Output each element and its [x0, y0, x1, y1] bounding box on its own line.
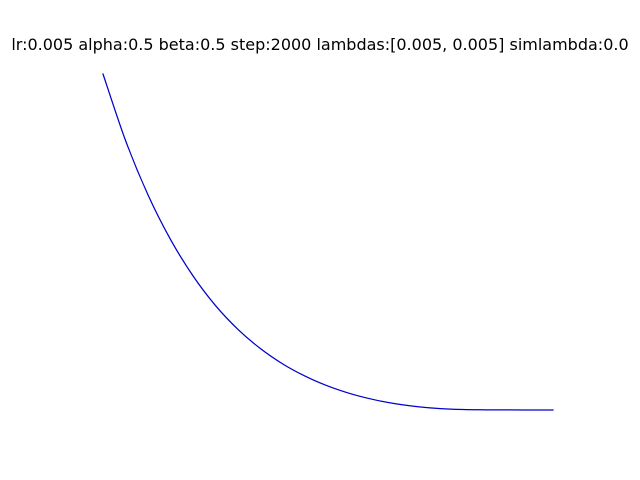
series-line-0: [102, 73, 554, 411]
plot-area: [102, 73, 554, 411]
chart-title: lr:0.005 alpha:0.5 beta:0.5 step:2000 la…: [11, 35, 628, 54]
